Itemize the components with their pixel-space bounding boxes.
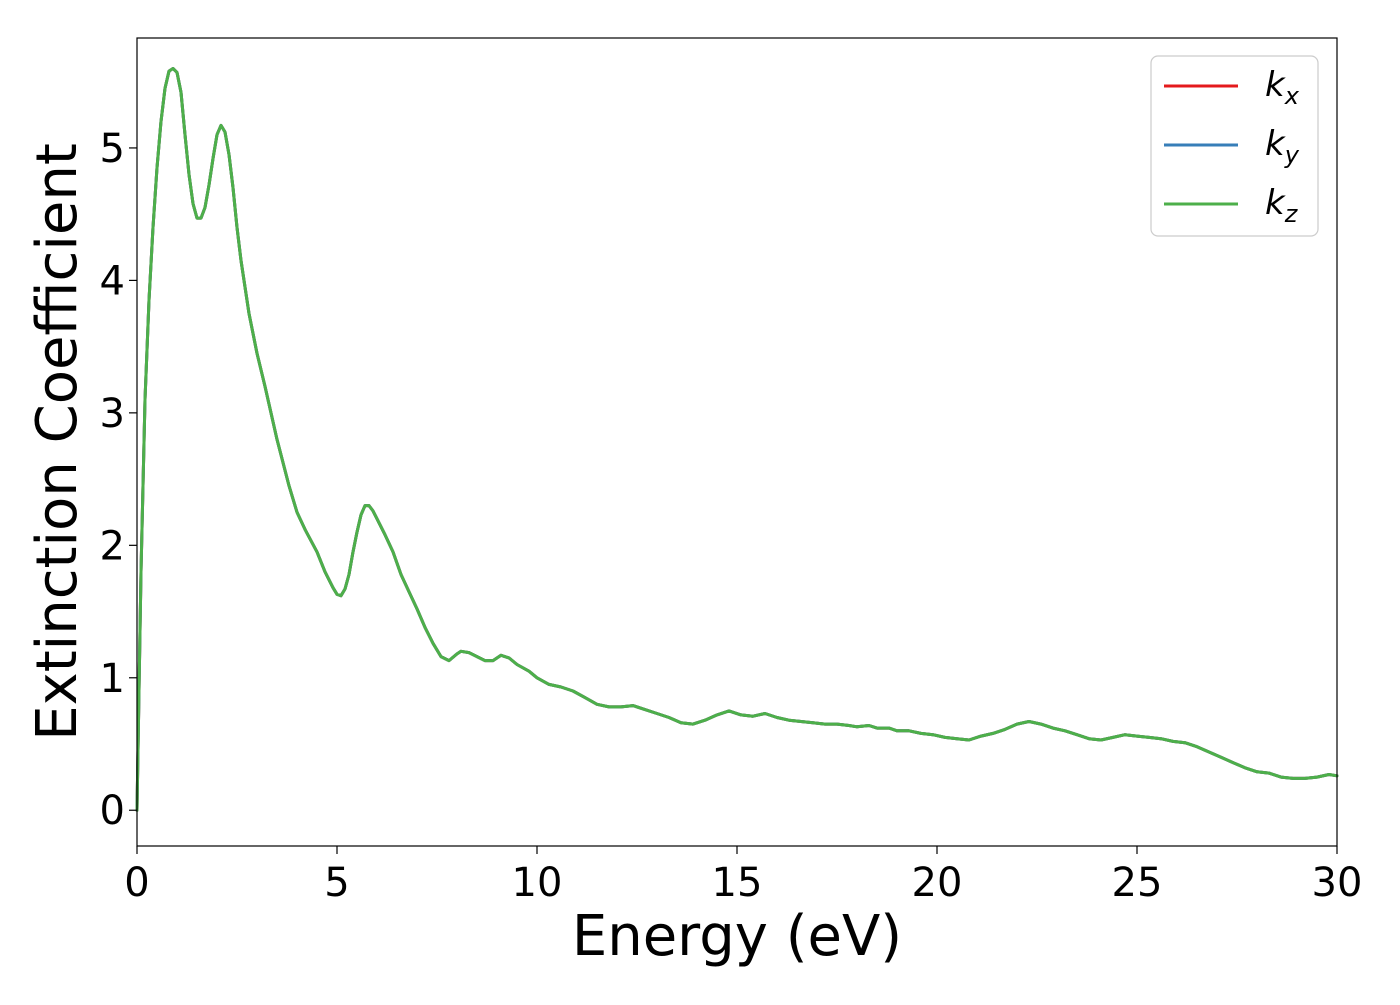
x-axis-ticks: 0 5 10 15 20 25 30: [124, 846, 1362, 906]
plot-background: [137, 38, 1337, 846]
y-axis-label: Extinction Coefficient: [25, 143, 90, 741]
legend: kx ky kz: [1150, 55, 1319, 237]
y-tick-label: 4: [100, 258, 125, 304]
x-axis-label: Energy (eV): [572, 904, 902, 969]
y-tick-label: 2: [100, 523, 125, 569]
y-axis-ticks: 0 1 2 3 4 5: [100, 126, 137, 834]
x-tick-label: 20: [912, 860, 963, 906]
legend-label-z: kz: [1265, 183, 1299, 228]
series-line-2: [135, 67, 1339, 812]
x-tick-label: 15: [712, 860, 763, 906]
x-tick-label: 5: [324, 860, 349, 906]
y-tick-label: 3: [100, 391, 125, 437]
y-tick-label: 1: [100, 656, 125, 702]
x-tick-label: 10: [512, 860, 563, 906]
legend-label-x: kx: [1265, 65, 1300, 110]
legend-label-y: ky: [1265, 124, 1300, 169]
x-tick-label: 0: [124, 860, 149, 906]
y-tick-label: 5: [100, 126, 125, 172]
x-tick-label: 25: [1112, 860, 1163, 906]
y-tick-label: 0: [100, 788, 125, 834]
series-layer: [135, 67, 1339, 812]
x-tick-label: 30: [1312, 860, 1363, 906]
